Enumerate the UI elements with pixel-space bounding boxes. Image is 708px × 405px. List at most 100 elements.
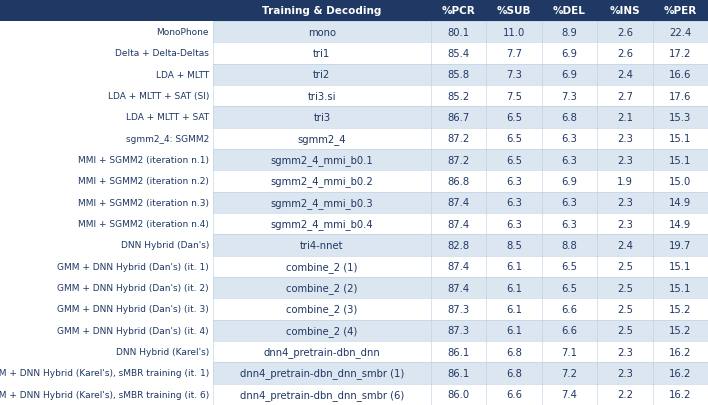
Text: sgmm2_4: SGMM2: sgmm2_4: SGMM2 bbox=[126, 134, 209, 143]
Bar bbox=[213, 384, 430, 405]
Bar bbox=[430, 213, 486, 235]
Bar bbox=[213, 149, 430, 171]
Text: MMI + SGMM2 (iteration n.1): MMI + SGMM2 (iteration n.1) bbox=[78, 156, 209, 165]
Bar bbox=[542, 171, 597, 192]
Text: 8.9: 8.9 bbox=[561, 28, 577, 38]
Bar bbox=[597, 256, 653, 277]
Bar bbox=[486, 213, 542, 235]
Bar bbox=[430, 128, 486, 149]
Bar bbox=[486, 128, 542, 149]
Bar bbox=[597, 362, 653, 384]
Text: 2.3: 2.3 bbox=[617, 219, 633, 229]
Text: 7.3: 7.3 bbox=[561, 92, 577, 101]
Text: 6.3: 6.3 bbox=[506, 198, 522, 208]
Bar bbox=[653, 22, 708, 43]
Bar bbox=[542, 107, 597, 128]
Bar bbox=[0, 192, 213, 213]
Text: 82.8: 82.8 bbox=[447, 241, 469, 250]
Bar bbox=[430, 362, 486, 384]
Text: 15.0: 15.0 bbox=[669, 177, 692, 187]
Bar bbox=[597, 149, 653, 171]
Bar bbox=[486, 86, 542, 107]
Bar bbox=[597, 298, 653, 320]
Text: tri3: tri3 bbox=[314, 113, 331, 123]
Bar bbox=[486, 43, 542, 64]
Bar bbox=[542, 384, 597, 405]
Text: combine_2 (3): combine_2 (3) bbox=[286, 304, 358, 315]
Text: sgmm2_4_mmi_b0.3: sgmm2_4_mmi_b0.3 bbox=[270, 197, 373, 208]
Bar bbox=[213, 128, 430, 149]
Text: 16.2: 16.2 bbox=[669, 347, 692, 357]
Text: tri2: tri2 bbox=[313, 70, 331, 80]
Bar bbox=[0, 277, 213, 298]
Bar bbox=[653, 86, 708, 107]
Bar bbox=[213, 64, 430, 86]
Text: MMI + SGMM2 (iteration n.3): MMI + SGMM2 (iteration n.3) bbox=[78, 198, 209, 207]
Bar bbox=[0, 0, 213, 22]
Text: 6.8: 6.8 bbox=[506, 347, 522, 357]
Bar bbox=[542, 22, 597, 43]
Bar bbox=[430, 298, 486, 320]
Bar bbox=[653, 362, 708, 384]
Bar bbox=[542, 128, 597, 149]
Text: 80.1: 80.1 bbox=[447, 28, 469, 38]
Bar bbox=[542, 192, 597, 213]
Bar bbox=[430, 0, 486, 22]
Bar bbox=[653, 277, 708, 298]
Bar bbox=[597, 0, 653, 22]
Text: 6.3: 6.3 bbox=[561, 155, 577, 165]
Bar bbox=[542, 149, 597, 171]
Bar bbox=[542, 277, 597, 298]
Bar bbox=[0, 149, 213, 171]
Text: 6.6: 6.6 bbox=[506, 389, 522, 399]
Bar bbox=[486, 298, 542, 320]
Bar bbox=[542, 341, 597, 362]
Bar bbox=[486, 235, 542, 256]
Text: MMI + SGMM2 (iteration n.4): MMI + SGMM2 (iteration n.4) bbox=[78, 220, 209, 228]
Bar bbox=[542, 213, 597, 235]
Bar bbox=[213, 320, 430, 341]
Text: 2.5: 2.5 bbox=[617, 283, 633, 293]
Bar bbox=[213, 86, 430, 107]
Bar bbox=[486, 384, 542, 405]
Text: %PER: %PER bbox=[663, 6, 697, 16]
Text: 6.6: 6.6 bbox=[561, 304, 578, 314]
Bar bbox=[430, 384, 486, 405]
Text: 2.2: 2.2 bbox=[617, 389, 633, 399]
Text: dnn4_pretrain-dbn_dnn_smbr (6): dnn4_pretrain-dbn_dnn_smbr (6) bbox=[240, 389, 404, 400]
Bar bbox=[0, 128, 213, 149]
Text: 87.3: 87.3 bbox=[447, 304, 469, 314]
Bar bbox=[213, 362, 430, 384]
Text: 17.2: 17.2 bbox=[669, 49, 692, 59]
Bar bbox=[213, 235, 430, 256]
Bar bbox=[213, 0, 430, 22]
Text: 14.9: 14.9 bbox=[669, 198, 692, 208]
Text: 87.4: 87.4 bbox=[447, 198, 469, 208]
Bar bbox=[597, 277, 653, 298]
Text: 6.3: 6.3 bbox=[561, 134, 577, 144]
Bar bbox=[213, 192, 430, 213]
Bar bbox=[486, 149, 542, 171]
Text: LDA + MLTT + SAT (SI): LDA + MLTT + SAT (SI) bbox=[108, 92, 209, 101]
Bar bbox=[486, 0, 542, 22]
Bar bbox=[486, 256, 542, 277]
Bar bbox=[486, 362, 542, 384]
Bar bbox=[653, 0, 708, 22]
Text: tri1: tri1 bbox=[313, 49, 331, 59]
Text: %INS: %INS bbox=[610, 6, 640, 16]
Bar bbox=[542, 64, 597, 86]
Bar bbox=[430, 43, 486, 64]
Bar bbox=[542, 0, 597, 22]
Bar bbox=[653, 384, 708, 405]
Text: sgmm2_4_mmi_b0.1: sgmm2_4_mmi_b0.1 bbox=[270, 155, 373, 166]
Bar bbox=[0, 320, 213, 341]
Text: 6.8: 6.8 bbox=[506, 368, 522, 378]
Text: 7.5: 7.5 bbox=[506, 92, 522, 101]
Text: Training & Decoding: Training & Decoding bbox=[262, 6, 382, 16]
Bar bbox=[213, 171, 430, 192]
Bar bbox=[653, 213, 708, 235]
Bar bbox=[486, 171, 542, 192]
Text: 15.3: 15.3 bbox=[669, 113, 692, 123]
Bar bbox=[542, 256, 597, 277]
Text: 2.5: 2.5 bbox=[617, 262, 633, 272]
